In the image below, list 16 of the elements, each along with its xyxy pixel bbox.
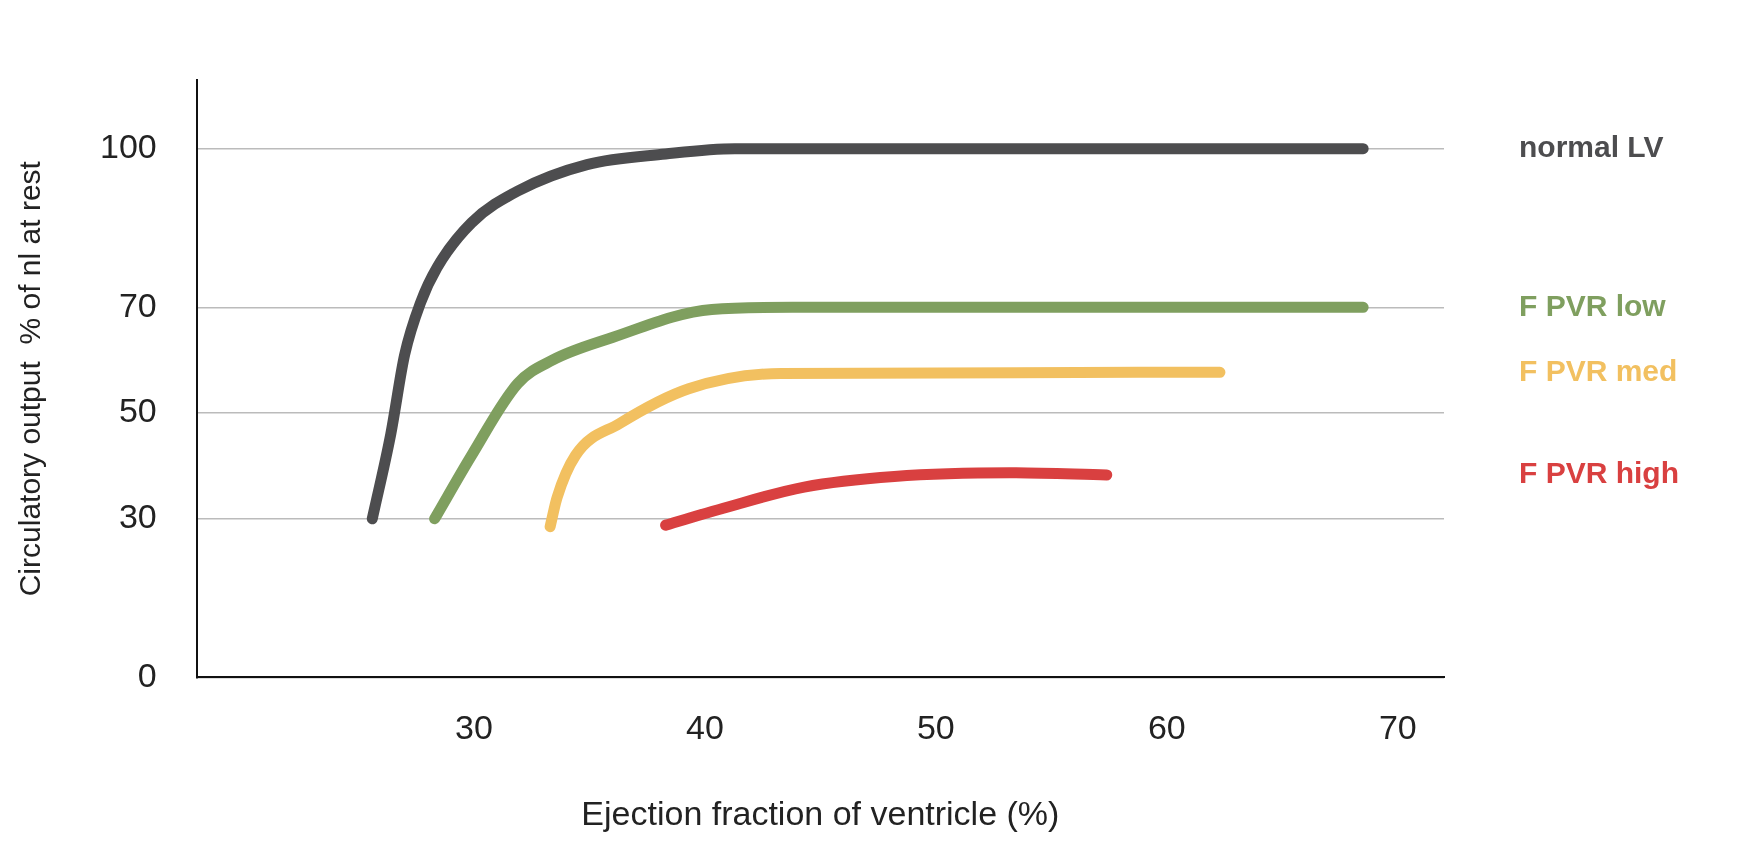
text: normal LV xyxy=(1519,129,1664,163)
x-tick-label: 60 xyxy=(1147,708,1186,747)
y-axis-title: Circulatory output % of nl at rest xyxy=(13,160,47,597)
text: F PVR med xyxy=(1519,353,1678,387)
text: F PVR low xyxy=(1519,288,1667,322)
x-tick-label: 70 xyxy=(1378,708,1417,747)
y-tick-label: 30 xyxy=(118,497,157,536)
x-tick-label: 30 xyxy=(454,708,493,747)
y-tick-label: 100 xyxy=(99,127,157,166)
x-tick-label: 40 xyxy=(685,708,724,747)
x-tick-label: 50 xyxy=(916,708,955,747)
y-tick-label: 70 xyxy=(118,285,157,324)
y-tick-label: 50 xyxy=(118,391,157,430)
text: F PVR high xyxy=(1519,456,1679,490)
x-axis-title: Ejection fraction of ventricle (%) xyxy=(581,793,1060,832)
y-tick-label: 0 xyxy=(137,655,157,694)
